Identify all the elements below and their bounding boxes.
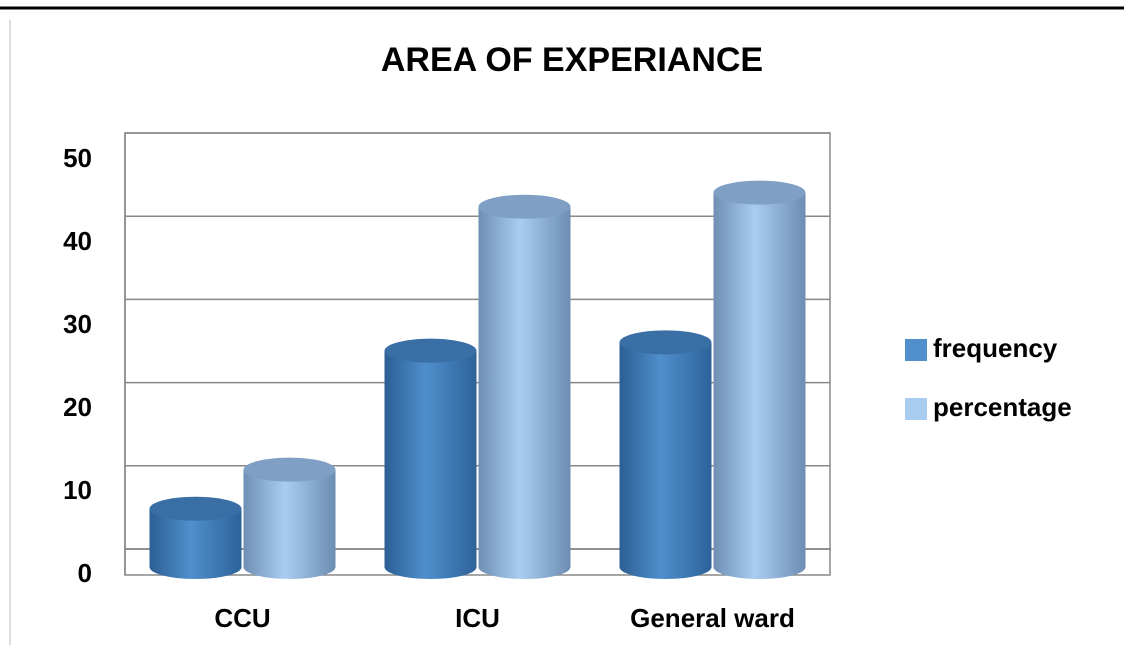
chart-title: AREA OF EXPERIANCE	[381, 41, 763, 79]
bar	[713, 192, 806, 567]
cylinder-top	[713, 180, 806, 205]
y-tick-label: 40	[63, 226, 92, 256]
legend-swatch	[905, 339, 927, 361]
legend-swatch	[905, 398, 927, 420]
x-tick-label: General ward	[630, 603, 795, 633]
legend-label: percentage	[933, 392, 1072, 422]
y-tick-label: 20	[63, 392, 92, 422]
y-tick-label: 0	[78, 558, 92, 588]
cylinder-top	[149, 496, 242, 521]
legend-label: frequency	[933, 333, 1058, 363]
cylinder-top	[384, 338, 477, 363]
bar	[384, 350, 477, 567]
bar	[243, 469, 336, 567]
cylinder-top	[478, 194, 571, 219]
plot	[124, 132, 830, 579]
y-tick-label: 50	[63, 143, 92, 173]
x-tick-label: ICU	[455, 603, 500, 633]
bar	[478, 206, 571, 567]
cylinder-top	[619, 330, 712, 355]
y-tick-label: 30	[63, 309, 92, 339]
cylinder-top	[243, 457, 336, 482]
x-tick-label: CCU	[214, 603, 270, 633]
bar	[619, 342, 712, 567]
y-tick-label: 10	[63, 475, 92, 505]
